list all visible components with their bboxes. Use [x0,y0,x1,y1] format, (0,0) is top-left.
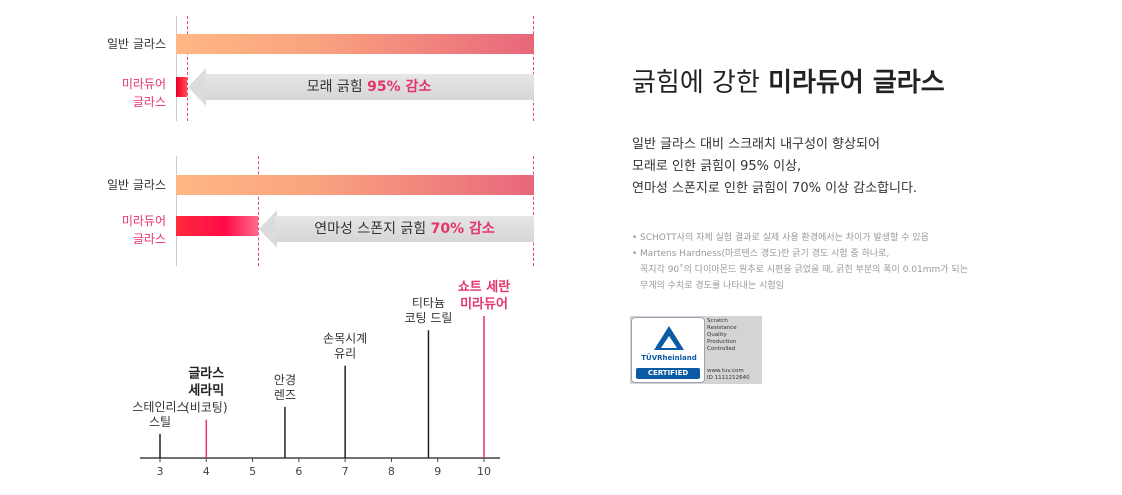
normal-glass-bar [176,34,534,54]
tuv-logo: TÜVRheinland CERTIFIED [631,317,705,383]
badge-url: www.tuv.com [707,368,744,374]
normal-end-marker [533,16,534,121]
hardness-label: 티타늄 [412,296,445,310]
desc-line: 모래로 인한 긁힘이 95% 이상, [632,159,802,174]
arrow-body [275,216,534,242]
hardness-label: 스테인리스 [132,400,187,414]
mira-label-line1: 미라듀어 [121,214,166,228]
desc-line: 연마성 스폰지로 인한 긁힘이 70% 이상 감소합니다. [632,181,918,196]
hardness-label: 글라스 [188,366,224,382]
footnote: SCHOTT사의 자체 실험 결과로 실제 사용 환경에서는 차이가 발생할 수… [632,230,968,246]
hardness-label: 세라믹 [188,383,224,399]
tuv-certification-badge: TÜVRheinland CERTIFIED Scratch Resistanc… [630,316,762,384]
reduction-text: 연마성 스폰지 긁힘 70% 감소 [275,216,534,242]
reduction-highlight: 95% 감소 [367,79,432,95]
x-tick-label: 8 [388,465,395,478]
footnote-cont: 무게의 수치로 경도를 나타내는 시험임 [640,281,784,291]
mira-glass-label: 미라듀어 글라스 [100,75,166,111]
reduction-arrow: 연마성 스폰지 긁힘 70% 감소 [259,210,534,248]
badge-line: Scratch [707,318,728,324]
axis-line [176,156,177,266]
badge-footer: www.tuv.com ID 1111212640 [707,368,750,382]
mira-label-line2: 글라스 [132,95,166,109]
normal-glass-label: 일반 글라스 [106,37,166,51]
axis-line [176,16,177,121]
badge-id: ID 1111212640 [707,375,750,381]
arrow-body [204,74,534,100]
badge-line: Controlled [707,346,736,352]
hardness-label: 안경 [274,373,296,387]
footnote: Martens Hardness(마르텐스 경도)란 긁기 경도 시험 중 하나… [632,246,968,294]
x-tick-label: 7 [342,465,349,478]
hardness-label: 렌즈 [274,388,296,402]
mira-end-marker [187,16,188,121]
x-tick-label: 6 [295,465,302,478]
x-tick-label: 4 [203,465,210,478]
mira-glass-bar [176,216,258,236]
hardness-label: 미라듀어 [460,296,508,312]
reduction-prefix: 모래 긁힘 [306,79,363,95]
hardness-label: (비코팅) [185,401,227,415]
x-tick-label: 3 [157,465,164,478]
hardness-scale-chart: 3 4 5 6 7 8 9 10 스테인리스 스틸 글라스 세라믹 (비코팅) 안경 렌즈 손목시계 유리 티타늄… [130,268,520,488]
x-tick-label: 5 [249,465,256,478]
footnote-text: Martens Hardness(마르텐스 경도)란 긁기 경도 시험 중 하나… [640,249,890,259]
mira-glass-label: 미라듀어 글라스 [100,212,166,248]
tuv-certified: CERTIFIED [636,368,700,379]
x-tick-label: 9 [434,465,441,478]
arrow-left-icon [188,68,206,106]
tuv-triangle-inner [661,336,677,348]
hardness-label: 코팅 드릴 [404,311,452,325]
x-tick-label: 10 [477,465,491,478]
comparison-sponge: 일반 글라스 미라듀어 글라스 연마성 스폰지 긁힘 70% 감소 [0,140,560,270]
hardness-label: 손목시계 [323,332,367,346]
badge-info: Scratch Resistance Quality Production Co… [707,318,737,353]
reduction-highlight: 70% 감소 [430,221,495,237]
mira-label-line1: 미라듀어 [121,77,166,91]
desc-line: 일반 글라스 대비 스크래치 내구성이 향상되어 [632,137,880,152]
comparison-sand: 일반 글라스 미라듀어 글라스 모래 긁힘 95% 감소 [0,0,560,140]
badge-line: Quality [707,332,727,338]
headline: 긁힘에 강한 미라듀어 글라스 [632,62,945,99]
mira-end-marker [258,156,259,266]
arrow-left-icon [259,210,277,248]
reduction-arrow: 모래 긁힘 95% 감소 [188,68,534,106]
headline-bold: 미라듀어 글라스 [768,68,945,98]
description: 일반 글라스 대비 스크래치 내구성이 향상되어 모래로 인한 긁힘이 95% … [632,134,917,200]
badge-line: Resistance [707,325,737,331]
hardness-label: 쇼트 세란 [458,280,510,295]
hardness-label: 유리 [334,347,356,361]
badge-line: Production [707,339,737,345]
footnote-text: SCHOTT사의 자체 실험 결과로 실제 사용 환경에서는 차이가 발생할 수… [640,233,929,243]
reduction-prefix: 연마성 스폰지 긁힘 [314,221,427,237]
reduction-text: 모래 긁힘 95% 감소 [204,74,534,100]
normal-end-marker [533,156,534,266]
headline-prefix: 긁힘에 강한 [632,68,769,98]
normal-glass-bar [176,175,534,195]
mira-label-line2: 글라스 [132,232,166,246]
mira-glass-bar [176,77,187,97]
hardness-label: 스틸 [149,415,171,429]
footnote-cont: 꼭지각 90˚의 다이아몬드 원추로 시편을 긁었을 때, 긁힌 부분의 폭이 … [640,265,968,275]
normal-glass-label: 일반 글라스 [106,178,166,192]
tuv-brand: TÜVRheinland [641,354,697,362]
footnotes: SCHOTT사의 자체 실험 결과로 실제 사용 환경에서는 차이가 발생할 수… [632,230,968,294]
